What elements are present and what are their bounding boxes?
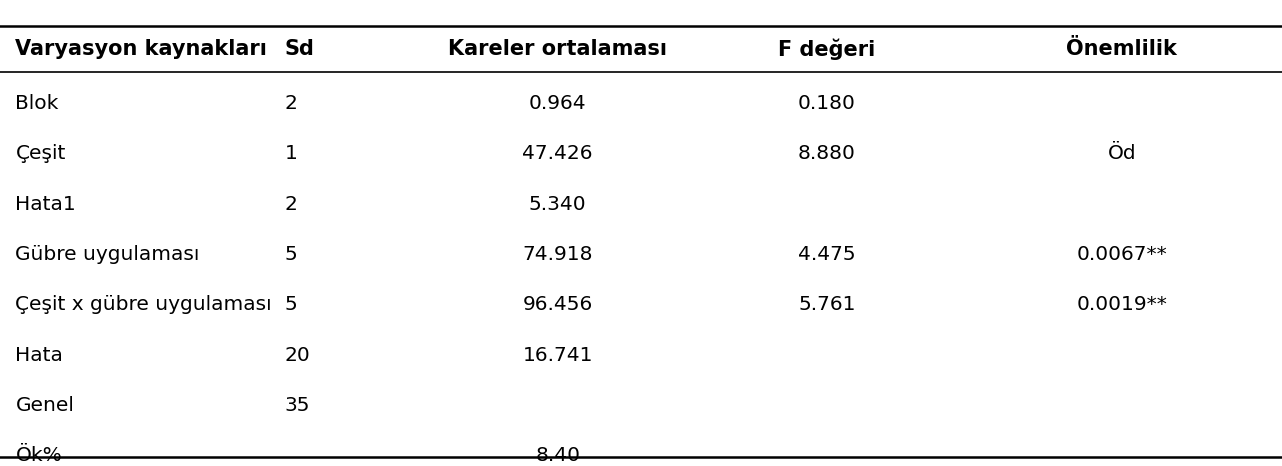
Text: Önemlilik: Önemlilik	[1067, 39, 1177, 59]
Text: Gübre uygulaması: Gübre uygulaması	[15, 245, 200, 264]
Text: Hata1: Hata1	[15, 195, 76, 213]
Text: 2: 2	[285, 195, 297, 213]
Text: 5: 5	[285, 295, 297, 314]
Text: 74.918: 74.918	[523, 245, 592, 264]
Text: F değeri: F değeri	[778, 38, 876, 60]
Text: Sd: Sd	[285, 39, 314, 59]
Text: 5.340: 5.340	[529, 195, 586, 213]
Text: Blok: Blok	[15, 94, 59, 113]
Text: 4.475: 4.475	[799, 245, 855, 264]
Text: 0.964: 0.964	[529, 94, 586, 113]
Text: 8.40: 8.40	[535, 446, 581, 465]
Text: 5.761: 5.761	[799, 295, 855, 314]
Text: 5: 5	[285, 245, 297, 264]
Text: Kareler ortalaması: Kareler ortalaması	[449, 39, 667, 59]
Text: Öd: Öd	[1108, 144, 1136, 163]
Text: 8.880: 8.880	[797, 144, 856, 163]
Text: Hata: Hata	[15, 346, 63, 364]
Text: 47.426: 47.426	[523, 144, 592, 163]
Text: 0.0019**: 0.0019**	[1077, 295, 1167, 314]
Text: Çeşit x gübre uygulaması: Çeşit x gübre uygulaması	[15, 295, 272, 314]
Text: 20: 20	[285, 346, 310, 364]
Text: 1: 1	[285, 144, 297, 163]
Text: 96.456: 96.456	[523, 295, 592, 314]
Text: 35: 35	[285, 396, 310, 415]
Text: Varyasyon kaynakları: Varyasyon kaynakları	[15, 39, 267, 59]
Text: Çeşit: Çeşit	[15, 144, 65, 163]
Text: 0.180: 0.180	[797, 94, 856, 113]
Text: Ök%: Ök%	[15, 446, 62, 465]
Text: 0.0067**: 0.0067**	[1077, 245, 1167, 264]
Text: 16.741: 16.741	[523, 346, 592, 364]
Text: 2: 2	[285, 94, 297, 113]
Text: Genel: Genel	[15, 396, 74, 415]
